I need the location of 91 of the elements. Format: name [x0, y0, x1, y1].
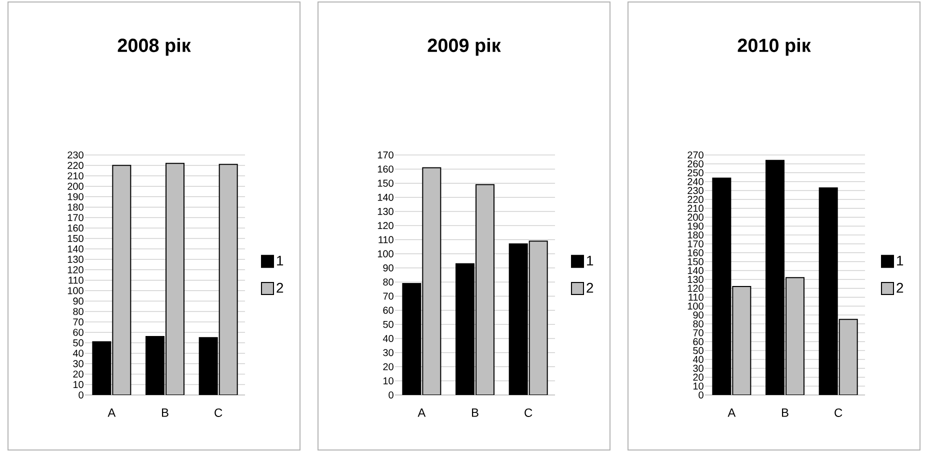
y-tick-label: 30: [73, 360, 84, 368]
y-tick-label: 90: [383, 264, 394, 272]
y-tick-label: 20: [73, 370, 84, 378]
legend-label: 1: [897, 256, 904, 266]
y-tick-label: 90: [693, 311, 704, 319]
y-tick-label: 90: [73, 298, 84, 305]
y-tick-label: 150: [68, 234, 84, 242]
y-tick-label: 60: [383, 306, 394, 314]
x-tick-label: A: [418, 408, 426, 417]
y-tick-label: 260: [688, 160, 704, 168]
y-tick-label: 160: [68, 224, 84, 232]
y-tick-label: 10: [73, 381, 84, 388]
y-tick-label: 210: [68, 172, 84, 180]
y-tick-label: 110: [378, 236, 394, 244]
y-tick-label: 80: [693, 320, 704, 328]
bar: [218, 164, 238, 395]
chart-title: 2009 рік: [428, 38, 501, 56]
x-tick-label: A: [108, 408, 116, 417]
y-tick-label: 70: [693, 329, 704, 336]
y-tick-label: 120: [688, 284, 704, 292]
y-tick-label: 10: [693, 382, 704, 390]
chart-title: 2008 рік: [118, 38, 191, 56]
x-tick-label: B: [162, 408, 168, 417]
y-tick-label: 50: [693, 347, 704, 354]
y-tick-label: 210: [688, 204, 704, 212]
y-tick-label: 170: [688, 240, 704, 248]
y-tick-label: 240: [688, 178, 704, 186]
y-tick-label: 20: [693, 374, 704, 381]
y-tick-label: 160: [378, 166, 394, 173]
y-tick-label: 120: [378, 222, 394, 230]
y-tick-label: 100: [688, 302, 704, 310]
y-tick-label: 0: [78, 391, 84, 399]
y-tick-label: 190: [688, 222, 704, 230]
bar: [166, 162, 185, 395]
x-tick-label: A: [728, 408, 736, 417]
y-tick-label: 130: [68, 256, 84, 263]
x-tick-label: C: [214, 408, 222, 417]
y-tick-label: 200: [688, 214, 704, 221]
y-tick-label: 130: [378, 208, 394, 215]
y-tick-label: 40: [692, 356, 704, 363]
y-tick-label: 180: [68, 204, 84, 211]
y-tick-label: 230: [68, 151, 84, 159]
y-tick-label: 220: [68, 162, 84, 169]
y-tick-label: 150: [378, 180, 394, 187]
y-tick-label: 170: [68, 214, 84, 222]
y-tick-label: 140: [688, 267, 704, 274]
y-tick-label: 140: [378, 194, 394, 201]
y-tick-label: 0: [388, 391, 394, 399]
y-tick-label: 180: [688, 231, 704, 239]
y-tick-label: 70: [73, 318, 84, 326]
y-tick-label: 110: [688, 294, 704, 301]
y-tick-label: 250: [688, 169, 704, 176]
y-tick-label: 0: [698, 391, 704, 399]
y-tick-label: 50: [73, 339, 84, 346]
y-tick-label: 120: [68, 266, 84, 274]
y-tick-label: 30: [383, 349, 394, 356]
legend-label: 1: [587, 256, 594, 266]
y-tick-label: 60: [693, 338, 704, 346]
y-tick-label: 30: [693, 364, 704, 372]
y-tick-label: 110: [68, 276, 84, 284]
y-tick-label: 20: [383, 363, 394, 370]
legend-label: 2: [586, 282, 594, 293]
x-tick-label: C: [524, 408, 532, 417]
y-tick-label: 160: [688, 249, 704, 256]
y-tick-label: 60: [73, 328, 84, 336]
bar: [112, 164, 132, 395]
y-tick-label: 40: [72, 350, 84, 357]
y-tick-label: 220: [688, 196, 704, 203]
x-tick-label: B: [472, 408, 478, 417]
y-tick-label: 130: [688, 276, 704, 283]
y-tick-label: 70: [383, 292, 394, 300]
y-tick-label: 80: [73, 308, 84, 316]
legend-label: 1: [277, 256, 284, 266]
y-tick-label: 200: [68, 182, 84, 190]
y-tick-label: 50: [383, 320, 394, 328]
x-tick-label: B: [782, 408, 788, 417]
y-tick-label: 190: [68, 193, 84, 200]
y-tick-label: 100: [378, 250, 394, 258]
y-tick-label: 40: [382, 334, 394, 342]
y-tick-label: 270: [688, 151, 704, 159]
y-tick-label: 170: [378, 151, 394, 159]
chart-title: 2010 рік: [738, 38, 811, 56]
y-tick-label: 230: [688, 187, 704, 194]
y-tick-label: 10: [383, 377, 394, 384]
y-tick-label: 80: [383, 278, 394, 286]
legend-label: 2: [276, 282, 284, 293]
legend-label: 2: [896, 282, 904, 293]
y-tick-label: 150: [688, 258, 704, 266]
y-tick-label: 140: [68, 245, 84, 252]
y-tick-label: 100: [68, 287, 84, 294]
x-tick-label: C: [834, 408, 842, 417]
